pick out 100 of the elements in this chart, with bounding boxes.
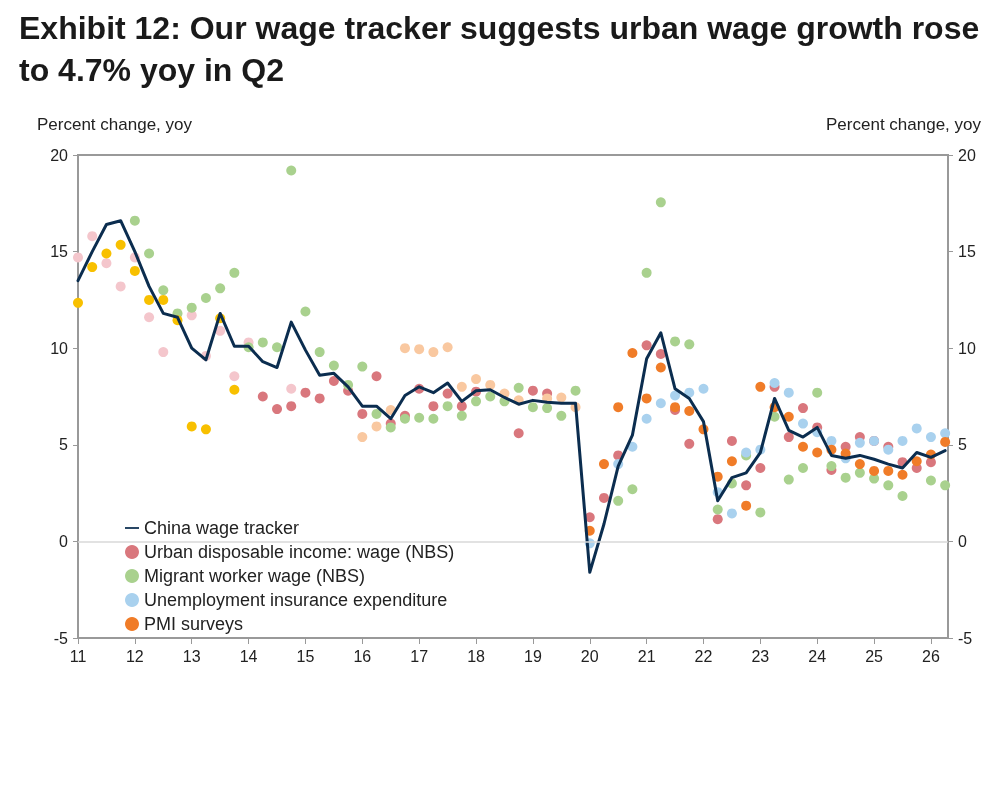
y2-tick-label: 20 bbox=[958, 146, 976, 164]
point bbox=[712, 514, 723, 525]
x-tick-label: 22 bbox=[694, 647, 713, 665]
point bbox=[442, 401, 453, 412]
point bbox=[200, 424, 211, 435]
point bbox=[854, 467, 865, 478]
point bbox=[812, 387, 823, 398]
point bbox=[471, 396, 482, 407]
point bbox=[655, 398, 666, 409]
point bbox=[940, 480, 951, 491]
point bbox=[87, 262, 98, 273]
point bbox=[897, 491, 908, 501]
x-tick-label: 19 bbox=[524, 647, 542, 665]
point bbox=[527, 402, 538, 413]
point bbox=[272, 404, 283, 415]
point bbox=[741, 480, 752, 491]
point bbox=[641, 267, 652, 278]
point bbox=[655, 197, 666, 208]
y2-tick-label: 10 bbox=[958, 339, 976, 357]
point bbox=[783, 411, 794, 422]
point bbox=[229, 371, 240, 382]
y-tick-label: -5 bbox=[53, 629, 69, 647]
point bbox=[883, 480, 894, 491]
point bbox=[698, 383, 709, 394]
x-tick-label: 18 bbox=[467, 647, 486, 665]
point bbox=[314, 393, 325, 404]
point bbox=[158, 285, 169, 296]
point bbox=[442, 388, 453, 399]
point bbox=[442, 342, 453, 353]
point bbox=[755, 381, 766, 392]
point bbox=[684, 405, 695, 416]
point bbox=[513, 428, 524, 439]
point bbox=[940, 428, 951, 439]
point bbox=[641, 340, 652, 351]
point bbox=[798, 418, 808, 429]
point bbox=[428, 413, 439, 424]
point bbox=[186, 302, 197, 313]
point bbox=[798, 441, 808, 452]
point bbox=[641, 393, 652, 404]
point bbox=[371, 421, 382, 432]
point bbox=[726, 508, 737, 519]
legend-label: China wage tracker bbox=[144, 518, 300, 538]
point bbox=[73, 252, 83, 263]
y-tick-label: 5 bbox=[59, 436, 69, 454]
point bbox=[741, 500, 752, 511]
point bbox=[726, 456, 737, 467]
x-tick-label: 12 bbox=[125, 647, 144, 665]
point bbox=[613, 495, 624, 506]
point bbox=[911, 456, 922, 467]
point bbox=[129, 265, 140, 276]
point bbox=[357, 408, 368, 419]
point bbox=[300, 387, 311, 398]
point bbox=[812, 447, 823, 458]
point bbox=[272, 342, 283, 353]
point bbox=[414, 344, 425, 355]
point bbox=[570, 385, 581, 396]
point bbox=[883, 465, 894, 476]
point bbox=[940, 436, 951, 447]
point bbox=[598, 459, 609, 470]
point bbox=[542, 403, 553, 414]
point bbox=[840, 472, 851, 483]
point bbox=[257, 391, 268, 402]
x-tick-label: 25 bbox=[865, 647, 884, 665]
point bbox=[456, 410, 467, 421]
point bbox=[627, 348, 638, 359]
y2-tick-label: 15 bbox=[958, 243, 976, 261]
point bbox=[598, 492, 609, 503]
point bbox=[670, 390, 681, 401]
point bbox=[101, 258, 112, 269]
point bbox=[215, 283, 226, 294]
point bbox=[229, 384, 240, 395]
point bbox=[314, 347, 325, 358]
point bbox=[513, 382, 524, 393]
point bbox=[798, 462, 808, 473]
x-tick-label: 15 bbox=[296, 647, 315, 665]
legend-label: Unemployment insurance expenditure bbox=[144, 590, 448, 610]
point bbox=[200, 292, 211, 303]
point bbox=[755, 507, 766, 518]
point bbox=[286, 383, 297, 394]
x-tick-label: 17 bbox=[410, 647, 429, 665]
x-tick-label: 23 bbox=[751, 647, 770, 665]
point bbox=[471, 374, 482, 385]
point bbox=[655, 362, 666, 373]
point bbox=[925, 432, 936, 443]
x-tick-label: 11 bbox=[69, 647, 87, 665]
point bbox=[286, 401, 297, 412]
point bbox=[456, 401, 467, 412]
point bbox=[300, 306, 311, 317]
chart-title: Exhibit 12: Our wage tracker suggests urban wage growth rose to 4.7% yoy in Q2 bbox=[19, 10, 989, 88]
point bbox=[869, 465, 880, 476]
point bbox=[357, 432, 368, 443]
point bbox=[328, 376, 339, 387]
point bbox=[73, 297, 83, 308]
point bbox=[144, 294, 155, 305]
point bbox=[357, 361, 368, 372]
point bbox=[684, 339, 695, 350]
point bbox=[755, 462, 766, 473]
point bbox=[783, 432, 794, 443]
y2-axis-title: Percent change, yoy bbox=[826, 115, 982, 134]
point bbox=[897, 469, 908, 480]
